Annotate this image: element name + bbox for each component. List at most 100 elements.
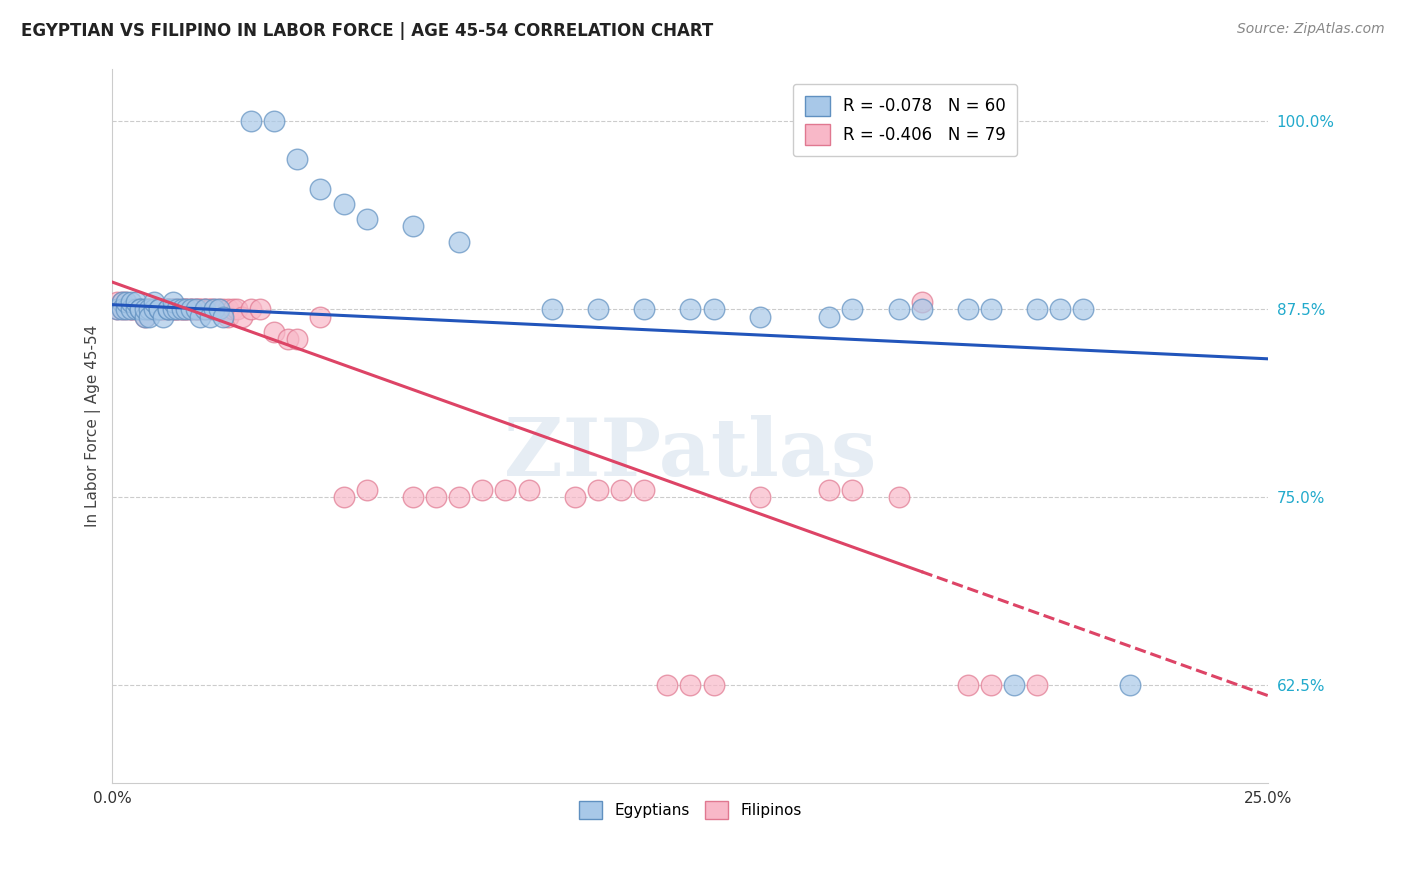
Point [152, 302, 174, 317]
Point [1118, 678, 1140, 692]
Point [188, 302, 211, 317]
Point [124, 302, 146, 317]
Point [188, 302, 211, 317]
Point [1049, 302, 1071, 317]
Point [134, 302, 156, 317]
Point [980, 302, 1002, 317]
Point [194, 302, 217, 317]
Point [471, 483, 494, 497]
Point [152, 310, 174, 324]
Point [208, 302, 231, 317]
Point [287, 332, 309, 346]
Point [129, 302, 152, 317]
Point [1026, 302, 1049, 317]
Point [887, 490, 910, 504]
Point [702, 302, 724, 317]
Text: ZIPatlas: ZIPatlas [505, 416, 876, 493]
Point [120, 294, 142, 309]
Point [120, 302, 142, 317]
Point [148, 302, 170, 317]
Point [105, 302, 128, 317]
Point [841, 302, 863, 317]
Point [657, 678, 679, 692]
Point [184, 302, 207, 317]
Point [152, 302, 174, 317]
Point [956, 302, 979, 317]
Point [120, 302, 142, 317]
Point [111, 294, 134, 309]
Point [231, 310, 253, 324]
Point [425, 490, 447, 504]
Point [1002, 678, 1025, 692]
Point [143, 302, 166, 317]
Point [633, 302, 655, 317]
Point [356, 211, 378, 226]
Point [111, 294, 134, 309]
Point [143, 302, 166, 317]
Point [176, 302, 198, 317]
Point [217, 310, 239, 324]
Point [143, 302, 166, 317]
Point [249, 302, 271, 317]
Point [198, 302, 221, 317]
Point [198, 302, 221, 317]
Point [143, 294, 166, 309]
Point [138, 302, 160, 317]
Point [166, 302, 188, 317]
Point [309, 310, 332, 324]
Point [180, 302, 202, 317]
Point [124, 302, 146, 317]
Point [176, 302, 198, 317]
Point [240, 302, 263, 317]
Point [138, 302, 160, 317]
Y-axis label: In Labor Force | Age 45-54: In Labor Force | Age 45-54 [86, 325, 101, 527]
Point [956, 678, 979, 692]
Point [517, 483, 540, 497]
Point [887, 302, 910, 317]
Point [332, 197, 354, 211]
Point [170, 302, 193, 317]
Point [586, 483, 609, 497]
Text: Source: ZipAtlas.com: Source: ZipAtlas.com [1237, 22, 1385, 37]
Point [111, 302, 134, 317]
Point [156, 302, 179, 317]
Point [202, 302, 225, 317]
Point [263, 114, 285, 128]
Point [156, 302, 179, 317]
Point [105, 294, 128, 309]
Point [111, 302, 134, 317]
Point [287, 152, 309, 166]
Point [115, 294, 138, 309]
Point [540, 302, 562, 317]
Point [134, 310, 156, 324]
Point [217, 302, 239, 317]
Point [124, 294, 146, 309]
Point [748, 490, 770, 504]
Point [194, 302, 217, 317]
Point [129, 302, 152, 317]
Point [115, 302, 138, 317]
Point [194, 302, 217, 317]
Point [166, 302, 188, 317]
Point [818, 483, 841, 497]
Point [198, 310, 221, 324]
Point [148, 302, 170, 317]
Point [980, 678, 1002, 692]
Point [129, 302, 152, 317]
Point [309, 182, 332, 196]
Point [156, 302, 179, 317]
Point [184, 302, 207, 317]
Point [180, 302, 202, 317]
Point [184, 302, 207, 317]
Legend: Egyptians, Filipinos: Egyptians, Filipinos [574, 795, 807, 825]
Point [134, 310, 156, 324]
Point [1073, 302, 1095, 317]
Point [115, 294, 138, 309]
Point [494, 483, 516, 497]
Point [748, 310, 770, 324]
Point [402, 219, 425, 234]
Point [129, 302, 152, 317]
Point [240, 114, 263, 128]
Point [679, 302, 702, 317]
Point [180, 302, 202, 317]
